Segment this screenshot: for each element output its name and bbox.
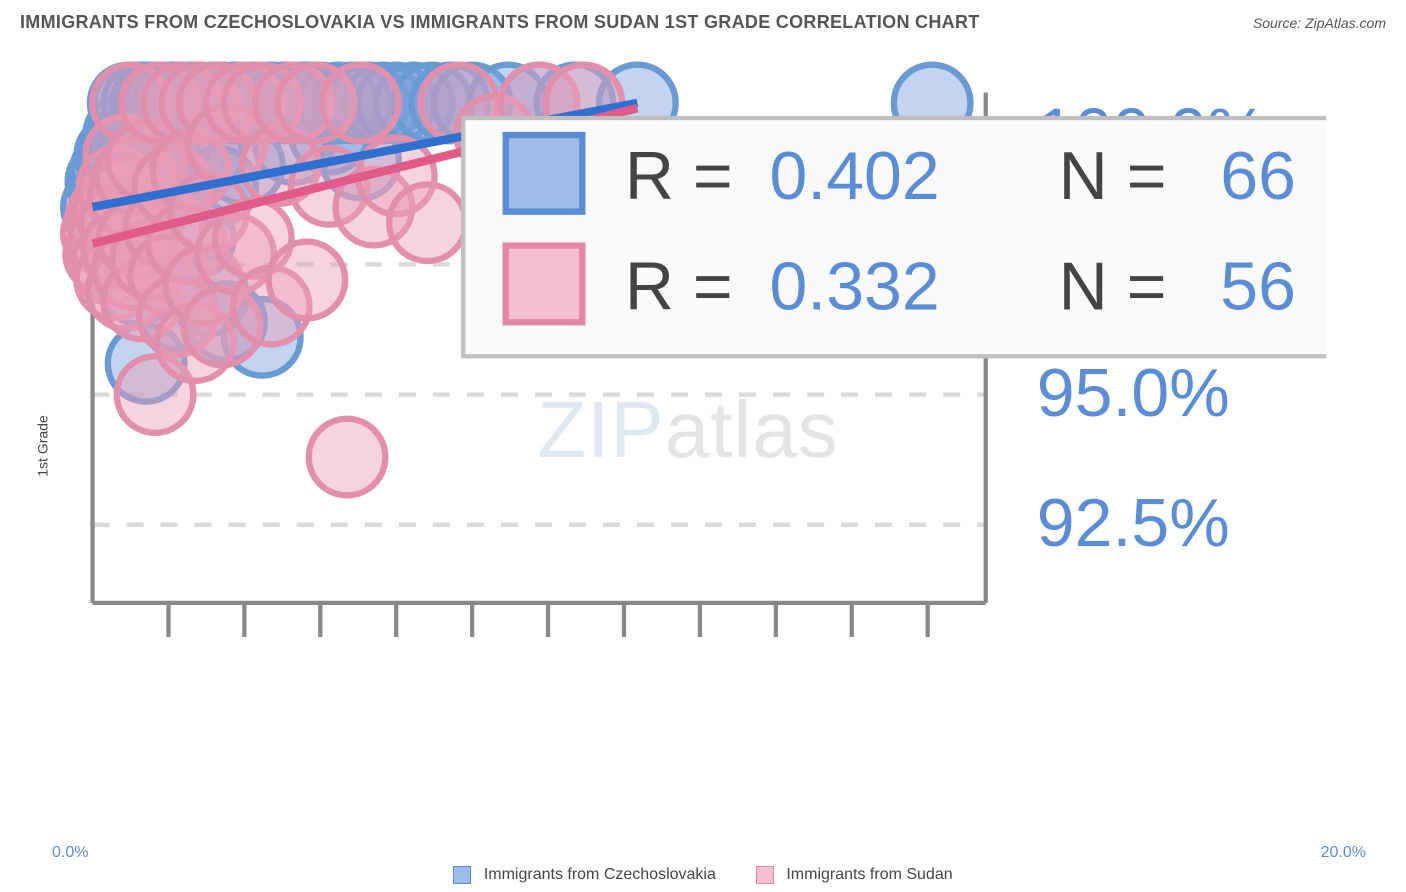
legend-swatch bbox=[506, 246, 583, 323]
legend-r-value: 0.332 bbox=[769, 248, 939, 324]
legend-swatch-czechoslovakia bbox=[453, 866, 471, 884]
legend-label-sudan: Immigrants from Sudan bbox=[786, 866, 952, 883]
legend-n-value: 56 bbox=[1220, 248, 1296, 324]
chart-area: 92.5%95.0%97.5%100.0%R =0.402N =66R =0.3… bbox=[50, 50, 1326, 842]
legend-n-label: N = bbox=[1059, 138, 1167, 214]
legend-item-sudan: Immigrants from Sudan bbox=[756, 866, 953, 884]
legend-r-label: R = bbox=[625, 248, 733, 324]
legend-r-value: 0.402 bbox=[769, 138, 939, 214]
data-point bbox=[389, 184, 466, 261]
scatter-plot: 92.5%95.0%97.5%100.0%R =0.402N =66R =0.3… bbox=[50, 50, 1326, 688]
x-axis-min-label: 0.0% bbox=[52, 844, 88, 862]
legend-n-value: 66 bbox=[1220, 138, 1296, 214]
legend-r-label: R = bbox=[625, 138, 733, 214]
data-point bbox=[269, 242, 346, 319]
y-tick-label: 95.0% bbox=[1037, 355, 1230, 431]
y-axis-label: 1st Grade bbox=[35, 415, 51, 476]
chart-title: IMMIGRANTS FROM CZECHOSLOVAKIA VS IMMIGR… bbox=[20, 12, 980, 33]
legend-swatch-sudan bbox=[756, 866, 774, 884]
legend-n-label: N = bbox=[1059, 248, 1167, 324]
legend-label-czechoslovakia: Immigrants from Czechoslovakia bbox=[484, 866, 716, 883]
data-point bbox=[309, 419, 386, 496]
footer-legend: Immigrants from Czechoslovakia Immigrant… bbox=[0, 866, 1406, 884]
legend-swatch bbox=[506, 135, 583, 212]
data-point bbox=[322, 65, 399, 142]
chart-source: Source: ZipAtlas.com bbox=[1253, 15, 1386, 31]
chart-header: IMMIGRANTS FROM CZECHOSLOVAKIA VS IMMIGR… bbox=[0, 0, 1406, 41]
legend-item-czechoslovakia: Immigrants from Czechoslovakia bbox=[453, 866, 716, 884]
x-axis-max-label: 20.0% bbox=[1321, 844, 1366, 862]
y-tick-label: 92.5% bbox=[1037, 485, 1230, 561]
